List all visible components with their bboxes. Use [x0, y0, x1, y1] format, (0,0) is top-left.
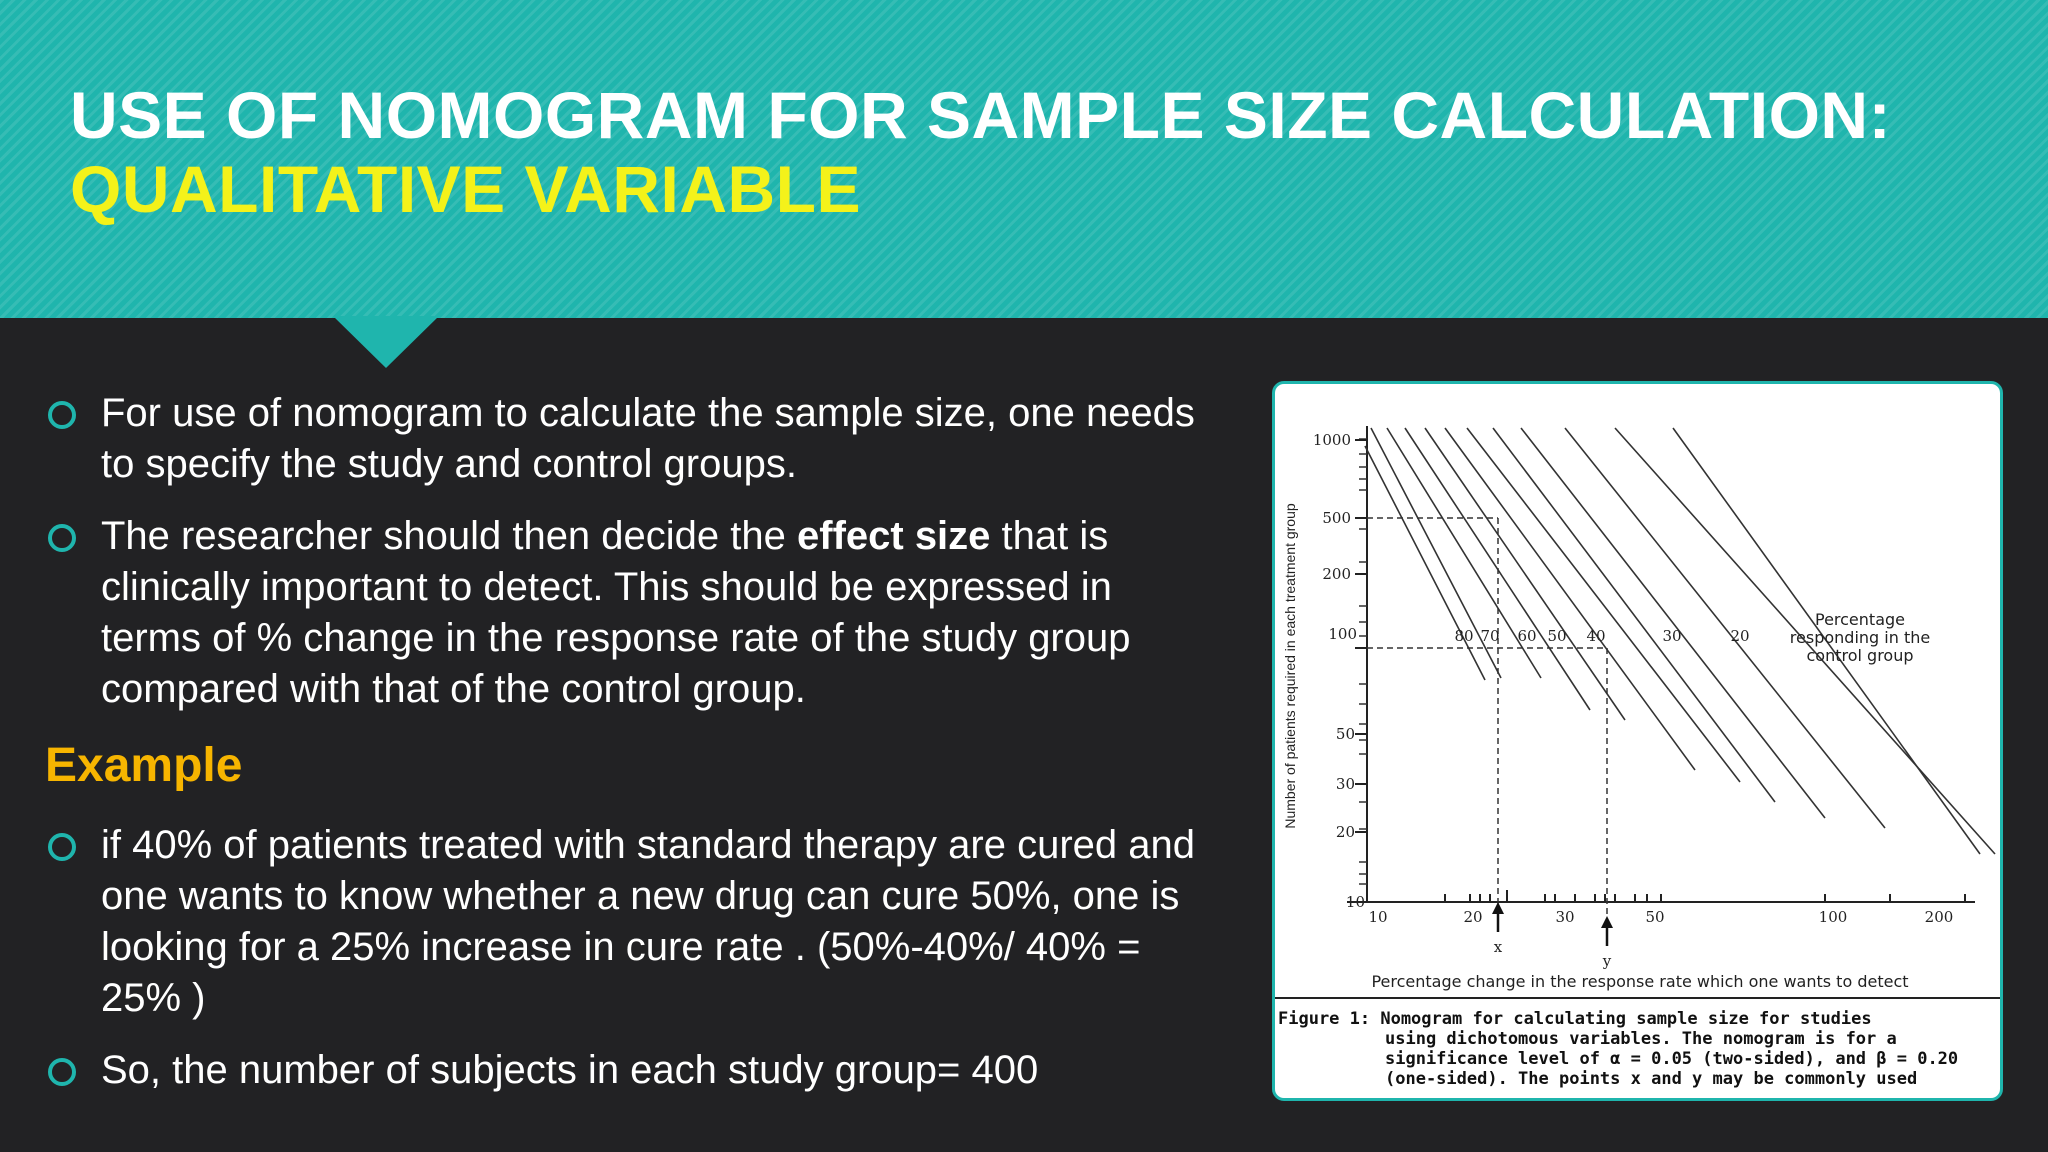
bullet-text: So, the number of subjects in each study… [101, 1048, 1039, 1092]
title-line-2: QUALITATIVE VARIABLE [70, 152, 861, 226]
nomogram-line [1466, 427, 1741, 783]
circle-bullet-icon [48, 524, 76, 552]
bullet-item: if 40% of patients treated with standard… [40, 820, 1220, 1024]
line-label: 80 [1454, 627, 1473, 645]
header-notch [333, 316, 439, 368]
line-label: 40 [1586, 627, 1605, 645]
nomogram-line [1672, 427, 1981, 855]
marker-arrow-y [1601, 916, 1613, 928]
x-tick-label: 10 [1368, 908, 1387, 926]
y-tick-label: 500 [1322, 509, 1351, 527]
title-line-1: USE OF NOMOGRAM FOR SAMPLE SIZE CALCULAT… [70, 78, 1892, 152]
x-axis-title: Percentage change in the response rate w… [1371, 972, 1908, 991]
y-tick-label: 20 [1336, 823, 1355, 841]
y-tick-label: 100 [1328, 625, 1357, 643]
x-tick-label: 100 [1819, 908, 1848, 926]
nomogram-graphic: 1000 500 200 100 50 30 20 10 10 20 30 50 [1275, 426, 2000, 999]
legend-line: Percentage [1815, 610, 1905, 629]
nomogram-figure: 1000 500 200 100 50 30 20 10 10 20 30 50 [1272, 381, 2003, 1101]
nomogram-line [1386, 427, 1542, 679]
y-minor-ticks [1359, 438, 1367, 885]
nomogram-line [1444, 427, 1696, 771]
slide-body: For use of nomogram to calculate the sam… [40, 388, 1220, 1117]
line-label: 30 [1662, 627, 1681, 645]
caption-line: Figure 1: Nomogram for calculating sampl… [1278, 1009, 1872, 1029]
caption-line: using dichotomous variables. The nomogra… [1385, 1029, 1897, 1049]
marker-y-label: y [1602, 952, 1612, 970]
legend-line: responding in the [1790, 628, 1930, 647]
bullet-text: For use of nomogram to calculate the sam… [101, 391, 1195, 486]
bullet-text-post: that is clinically important to detect. … [101, 514, 1131, 711]
example-heading: Example [45, 739, 243, 792]
marker-arrow-x [1492, 902, 1504, 914]
nomogram-line [1424, 427, 1626, 721]
bullet-text-bold: effect size [797, 514, 991, 558]
marker-x-label: x [1494, 938, 1503, 956]
nomogram-line [1492, 427, 1776, 803]
y-tick-label: 30 [1336, 775, 1355, 793]
legend-line: control group [1806, 646, 1913, 665]
circle-bullet-icon [48, 833, 76, 861]
nomogram-lines [1364, 427, 1996, 855]
nomogram-line [1364, 445, 1486, 681]
line-label: 20 [1730, 627, 1749, 645]
y-tick-label: 200 [1322, 565, 1351, 583]
x-tick-label: 50 [1645, 908, 1664, 926]
caption-line: (one-sided). The points x and y may be c… [1385, 1069, 1918, 1089]
bullet-text-pre: The researcher should then decide the [101, 514, 797, 558]
caption-line: significance level of α = 0.05 (two-side… [1385, 1049, 1959, 1069]
nomogram-line [1520, 427, 1826, 819]
x-tick-label: 20 [1463, 908, 1482, 926]
circle-bullet-icon [48, 401, 76, 429]
y-tick-label: 50 [1336, 725, 1355, 743]
circle-bullet-icon [48, 1058, 76, 1086]
guide-lines [1367, 517, 1608, 919]
line-label: 50 [1547, 627, 1566, 645]
y-axis-title: Number of patients required in each trea… [1282, 503, 1298, 829]
nomogram-line [1370, 427, 1502, 679]
nomogram-line [1564, 427, 1886, 829]
bullet-item: So, the number of subjects in each study… [40, 1045, 1220, 1096]
line-label: 60 [1517, 627, 1536, 645]
y-major-ticks [1355, 439, 1367, 833]
bullet-text: if 40% of patients treated with standard… [101, 823, 1196, 1020]
line-label: 70 [1480, 627, 1499, 645]
x-ticks [1444, 890, 1966, 902]
header-banner [0, 0, 2048, 318]
bullet-item: The researcher should then decide the ef… [40, 511, 1220, 715]
nomogram-line [1614, 427, 1996, 855]
y-tick-label: 10 [1346, 893, 1365, 911]
marker-arrows [1496, 909, 1609, 946]
slide-title: USE OF NOMOGRAM FOR SAMPLE SIZE CALCULAT… [70, 78, 1891, 226]
y-tick-label: 1000 [1313, 431, 1351, 449]
x-tick-label: 30 [1555, 908, 1574, 926]
figure-caption: Figure 1: Nomogram for calculating sampl… [1278, 1009, 1996, 1089]
bullet-item: For use of nomogram to calculate the sam… [40, 388, 1220, 490]
x-tick-label: 200 [1925, 908, 1954, 926]
